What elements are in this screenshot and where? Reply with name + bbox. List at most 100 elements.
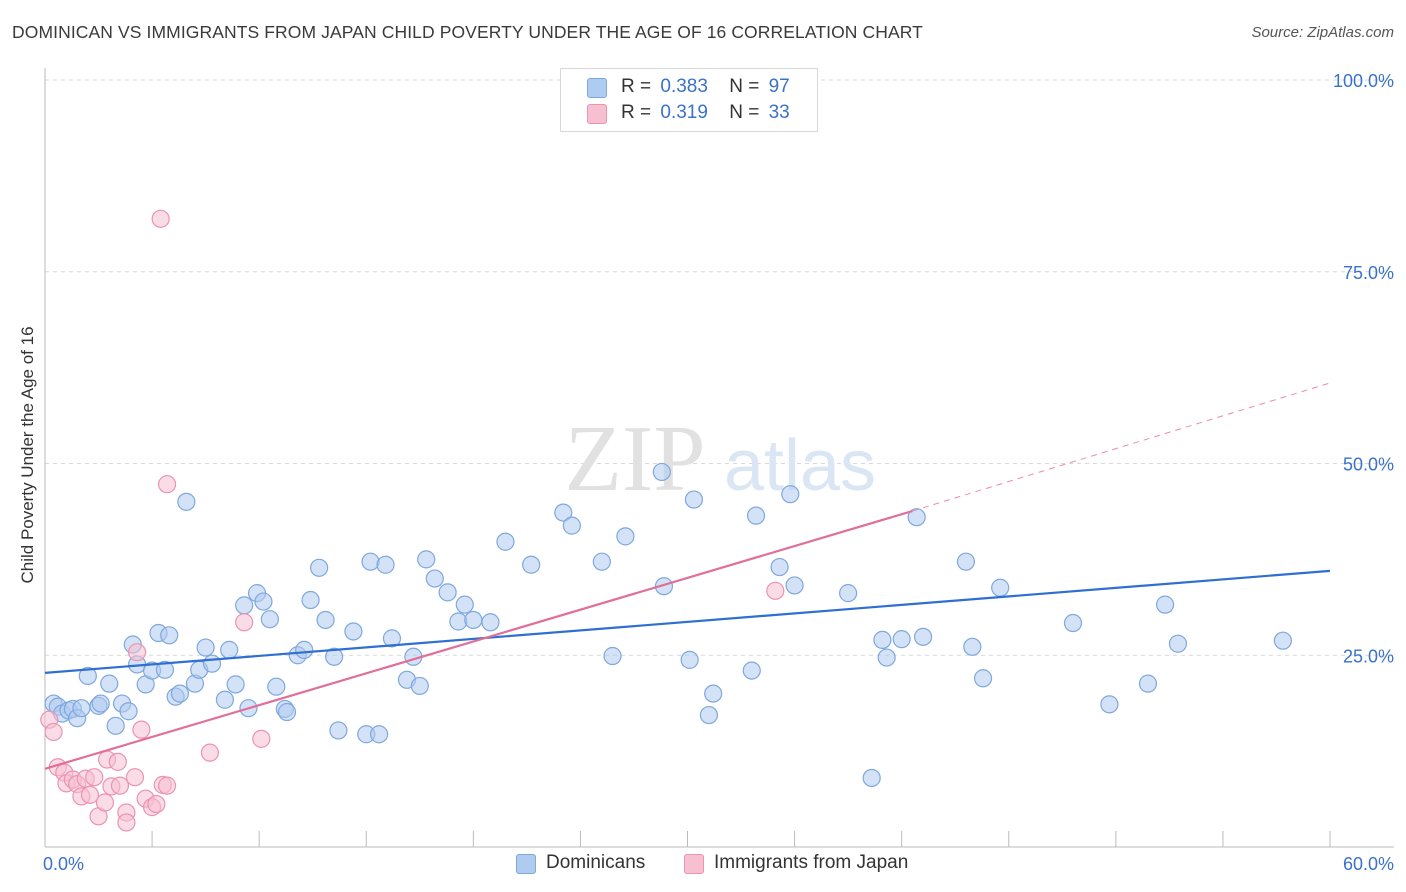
point-dominicans — [913, 627, 933, 646]
point-dominicans — [455, 595, 474, 614]
point-dominicans — [652, 462, 671, 482]
point-dominicans — [1063, 613, 1083, 633]
legend-n-label: N = — [729, 102, 760, 123]
point-dominicans — [438, 583, 457, 602]
point-dominicans — [1273, 631, 1292, 650]
point-dominicans — [699, 705, 719, 725]
legend-r-label: R = — [621, 102, 652, 123]
source-credit: Source: ZipAtlas.com — [1251, 24, 1394, 41]
point-dominicans — [254, 592, 273, 611]
point-dominicans — [361, 552, 380, 571]
correlation-legend: R = 0.383 N = 97 R = 0.319 N = 33 — [560, 68, 818, 132]
point-dominicans — [376, 555, 395, 574]
point-dominicans — [177, 492, 196, 511]
point-japan — [80, 785, 100, 804]
point-dominicans — [235, 596, 254, 615]
point-dominicans — [160, 626, 179, 645]
point-dominicans — [329, 721, 348, 740]
point-dominicans — [873, 630, 892, 650]
point-dominicans — [410, 676, 429, 696]
point-dominicans — [72, 699, 91, 718]
point-dominicans — [781, 485, 800, 504]
point-japan — [200, 743, 220, 762]
point-dominicans — [202, 654, 222, 673]
point-japan — [108, 752, 127, 771]
point-dominicans — [862, 768, 881, 788]
point-dominicans — [892, 630, 911, 649]
axis-layer — [44, 68, 1394, 848]
point-dominicans — [325, 647, 344, 666]
point-japan — [157, 776, 177, 795]
point-japan — [132, 720, 151, 739]
point-dominicans — [100, 674, 119, 693]
y-tick-label: 75.0% — [1343, 263, 1394, 283]
legend-swatch-pink — [587, 104, 607, 124]
point-dominicans — [226, 675, 245, 694]
point-dominicans — [295, 640, 314, 659]
legend-swatch-blue — [587, 78, 607, 98]
point-dominicans — [1168, 634, 1188, 653]
legend-n-value: 97 — [768, 76, 790, 97]
point-dominicans — [1100, 695, 1119, 714]
point-dominicans — [554, 503, 573, 522]
trendline-japan-extension — [912, 382, 1331, 512]
point-dominicans — [215, 690, 234, 709]
point-dominicans — [603, 646, 622, 666]
y-tick-label: 50.0% — [1343, 455, 1394, 475]
legend-r-value: 0.319 — [660, 102, 708, 123]
point-japan — [117, 813, 136, 832]
point-japan — [157, 475, 177, 494]
point-dominicans — [91, 694, 110, 713]
point-dominicans — [785, 576, 804, 595]
watermark-zip: ZIP — [565, 407, 706, 511]
point-japan — [95, 793, 115, 812]
point-dominicans — [449, 612, 468, 631]
point-japan — [252, 729, 271, 748]
point-japan — [127, 643, 147, 662]
point-dominicans — [417, 550, 436, 569]
tick-label-layer: 25.0% 50.0% 75.0% 100.0% 0.0% 60.0% — [43, 71, 1394, 874]
x-tick-label: 0.0% — [43, 854, 84, 874]
legend-r-value: 0.383 — [660, 76, 708, 97]
point-dominicans — [481, 613, 500, 632]
trendline-dominicans — [44, 569, 1331, 674]
y-tick-label: 25.0% — [1343, 646, 1394, 666]
x-tick-label: 60.0% — [1343, 854, 1394, 874]
point-japan — [110, 776, 130, 795]
point-dominicans — [267, 677, 286, 696]
point-dominicans — [310, 558, 329, 577]
point-dominicans — [616, 527, 635, 546]
point-dominicans — [877, 648, 896, 667]
point-dominicans — [991, 578, 1010, 597]
point-dominicans — [562, 516, 581, 535]
point-dominicans — [301, 590, 320, 610]
point-dominicans — [839, 584, 858, 603]
point-dominicans — [382, 629, 402, 648]
point-japan — [125, 768, 145, 787]
trendline-japan — [44, 509, 913, 770]
point-dominicans — [680, 650, 699, 669]
point-japan — [147, 794, 166, 814]
point-dominicans — [742, 661, 761, 680]
point-japan — [766, 581, 785, 600]
point-dominicans — [119, 702, 138, 721]
point-dominicans — [220, 640, 239, 659]
legend-r-label: R = — [621, 76, 652, 97]
point-dominicans — [464, 610, 483, 630]
point-dominicans — [963, 637, 982, 656]
point-dominicans — [1138, 674, 1158, 693]
point-dominicans — [770, 557, 789, 577]
point-japan — [44, 722, 63, 742]
point-dominicans — [1155, 595, 1175, 614]
point-dominicans — [260, 610, 279, 629]
legend-label-dominicans: Dominicans — [546, 852, 646, 873]
point-japan — [235, 613, 254, 632]
trend-layer — [44, 382, 1331, 770]
chart-title: DOMINICAN VS IMMIGRANTS FROM JAPAN CHILD… — [12, 22, 923, 42]
point-dominicans — [522, 555, 541, 574]
point-dominicans — [592, 552, 611, 571]
point-dominicans — [316, 610, 335, 630]
point-dominicans — [496, 532, 515, 551]
legend-n-value: 33 — [768, 102, 790, 123]
watermark-atlas: atlas — [724, 426, 876, 506]
